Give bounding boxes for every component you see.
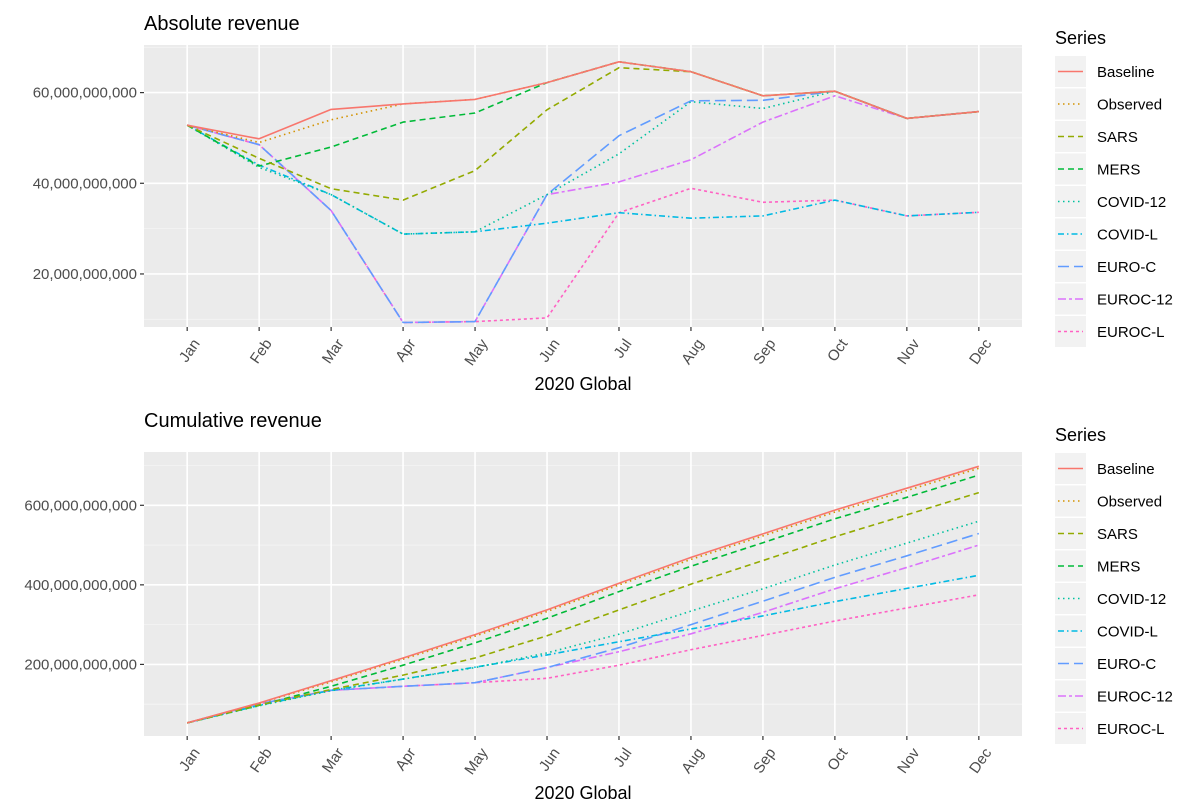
chart-title: Cumulative revenue: [144, 410, 322, 432]
x-tick-label: Jun: [536, 336, 564, 366]
x-tick-label: Apr: [392, 745, 419, 774]
legend-label: EUROC-12: [1097, 689, 1173, 706]
x-tick-label: Sep: [750, 745, 779, 777]
chart-title: Absolute revenue: [144, 13, 300, 35]
legend-label: COVID-12: [1097, 194, 1166, 211]
x-tick-label: Apr: [392, 336, 419, 365]
legend-title: Series: [1055, 28, 1106, 48]
plot-background: [144, 452, 1022, 736]
legend-label: Baseline: [1097, 64, 1155, 81]
x-tick-label: Jun: [536, 745, 564, 775]
x-tick-label: Jan: [176, 745, 204, 775]
x-tick-label: Feb: [247, 745, 276, 776]
legend-label: EUROC-L: [1097, 721, 1165, 738]
legend-label: SARS: [1097, 129, 1138, 146]
x-tick-label: May: [461, 745, 491, 778]
legend-label: SARS: [1097, 526, 1138, 543]
x-tick-label: Dec: [966, 745, 996, 777]
legend-label: MERS: [1097, 559, 1140, 576]
series-line-mers: [187, 474, 980, 724]
plot-background: [144, 45, 1022, 327]
x-tick-label: May: [461, 336, 491, 369]
x-tick-label: Feb: [247, 336, 276, 367]
x-axis-title: 2020 Global: [534, 783, 631, 803]
series-line-euroc-12: [186, 544, 980, 724]
x-tick-label: Oct: [824, 335, 852, 365]
series-line-baseline: [186, 465, 980, 724]
legend-key: [1055, 88, 1086, 120]
legend-title: Series: [1055, 425, 1106, 445]
y-tick-label: 60,000,000,000: [33, 85, 137, 102]
legend-label: COVID-12: [1097, 591, 1166, 608]
series-line-observed: [186, 467, 980, 724]
legend-key: [1055, 186, 1086, 217]
legend-label: EURO-C: [1097, 259, 1156, 276]
legend-label: EUROC-12: [1097, 292, 1173, 309]
x-tick-label: Aug: [678, 745, 707, 777]
series-line-sars: [186, 66, 979, 201]
series-line-sars: [187, 491, 980, 724]
x-tick-label: Jul: [611, 745, 636, 770]
legend-label: Observed: [1097, 97, 1162, 114]
x-tick-label: Aug: [678, 336, 707, 368]
legend-label: Observed: [1097, 494, 1162, 511]
legend-key: [1055, 485, 1086, 517]
x-tick-label: Mar: [319, 336, 348, 367]
y-tick-label: 600,000,000,000: [24, 497, 137, 514]
x-tick-label: Nov: [894, 745, 924, 777]
x-tick-label: Nov: [894, 336, 924, 368]
legend-label: EURO-C: [1097, 656, 1156, 673]
series-line-covid-l: [186, 124, 979, 235]
x-tick-label: Oct: [824, 744, 852, 774]
legend-label: COVID-L: [1097, 624, 1158, 641]
series-line-covid-12: [187, 520, 980, 724]
legend-label: COVID-L: [1097, 227, 1158, 244]
x-tick-label: Mar: [319, 745, 348, 776]
absolute-revenue-panel: Absolute revenue 20,000,000,000 40,000,000…: [33, 13, 1173, 394]
x-tick-label: Sep: [750, 336, 779, 368]
cumulative-revenue-panel: Cumulative revenue 200,000,000,000 400,000…: [24, 410, 1172, 803]
legend-label: EUROC-L: [1097, 324, 1165, 341]
y-tick-label: 40,000,000,000: [33, 175, 137, 192]
legend-key: [1055, 583, 1086, 614]
series-line-euroc-12: [186, 95, 979, 324]
y-tick-label: 200,000,000,000: [24, 656, 137, 673]
x-tick-label: Jul: [611, 336, 636, 361]
legend-label: Baseline: [1097, 461, 1155, 478]
y-tick-label: 20,000,000,000: [33, 266, 137, 283]
series-line-baseline: [187, 60, 979, 140]
legend-label: MERS: [1097, 162, 1140, 179]
x-tick-label: Dec: [966, 336, 996, 368]
x-axis-title: 2020 Global: [534, 374, 631, 394]
y-tick-label: 400,000,000,000: [24, 577, 137, 594]
x-tick-label: Jan: [176, 336, 204, 366]
